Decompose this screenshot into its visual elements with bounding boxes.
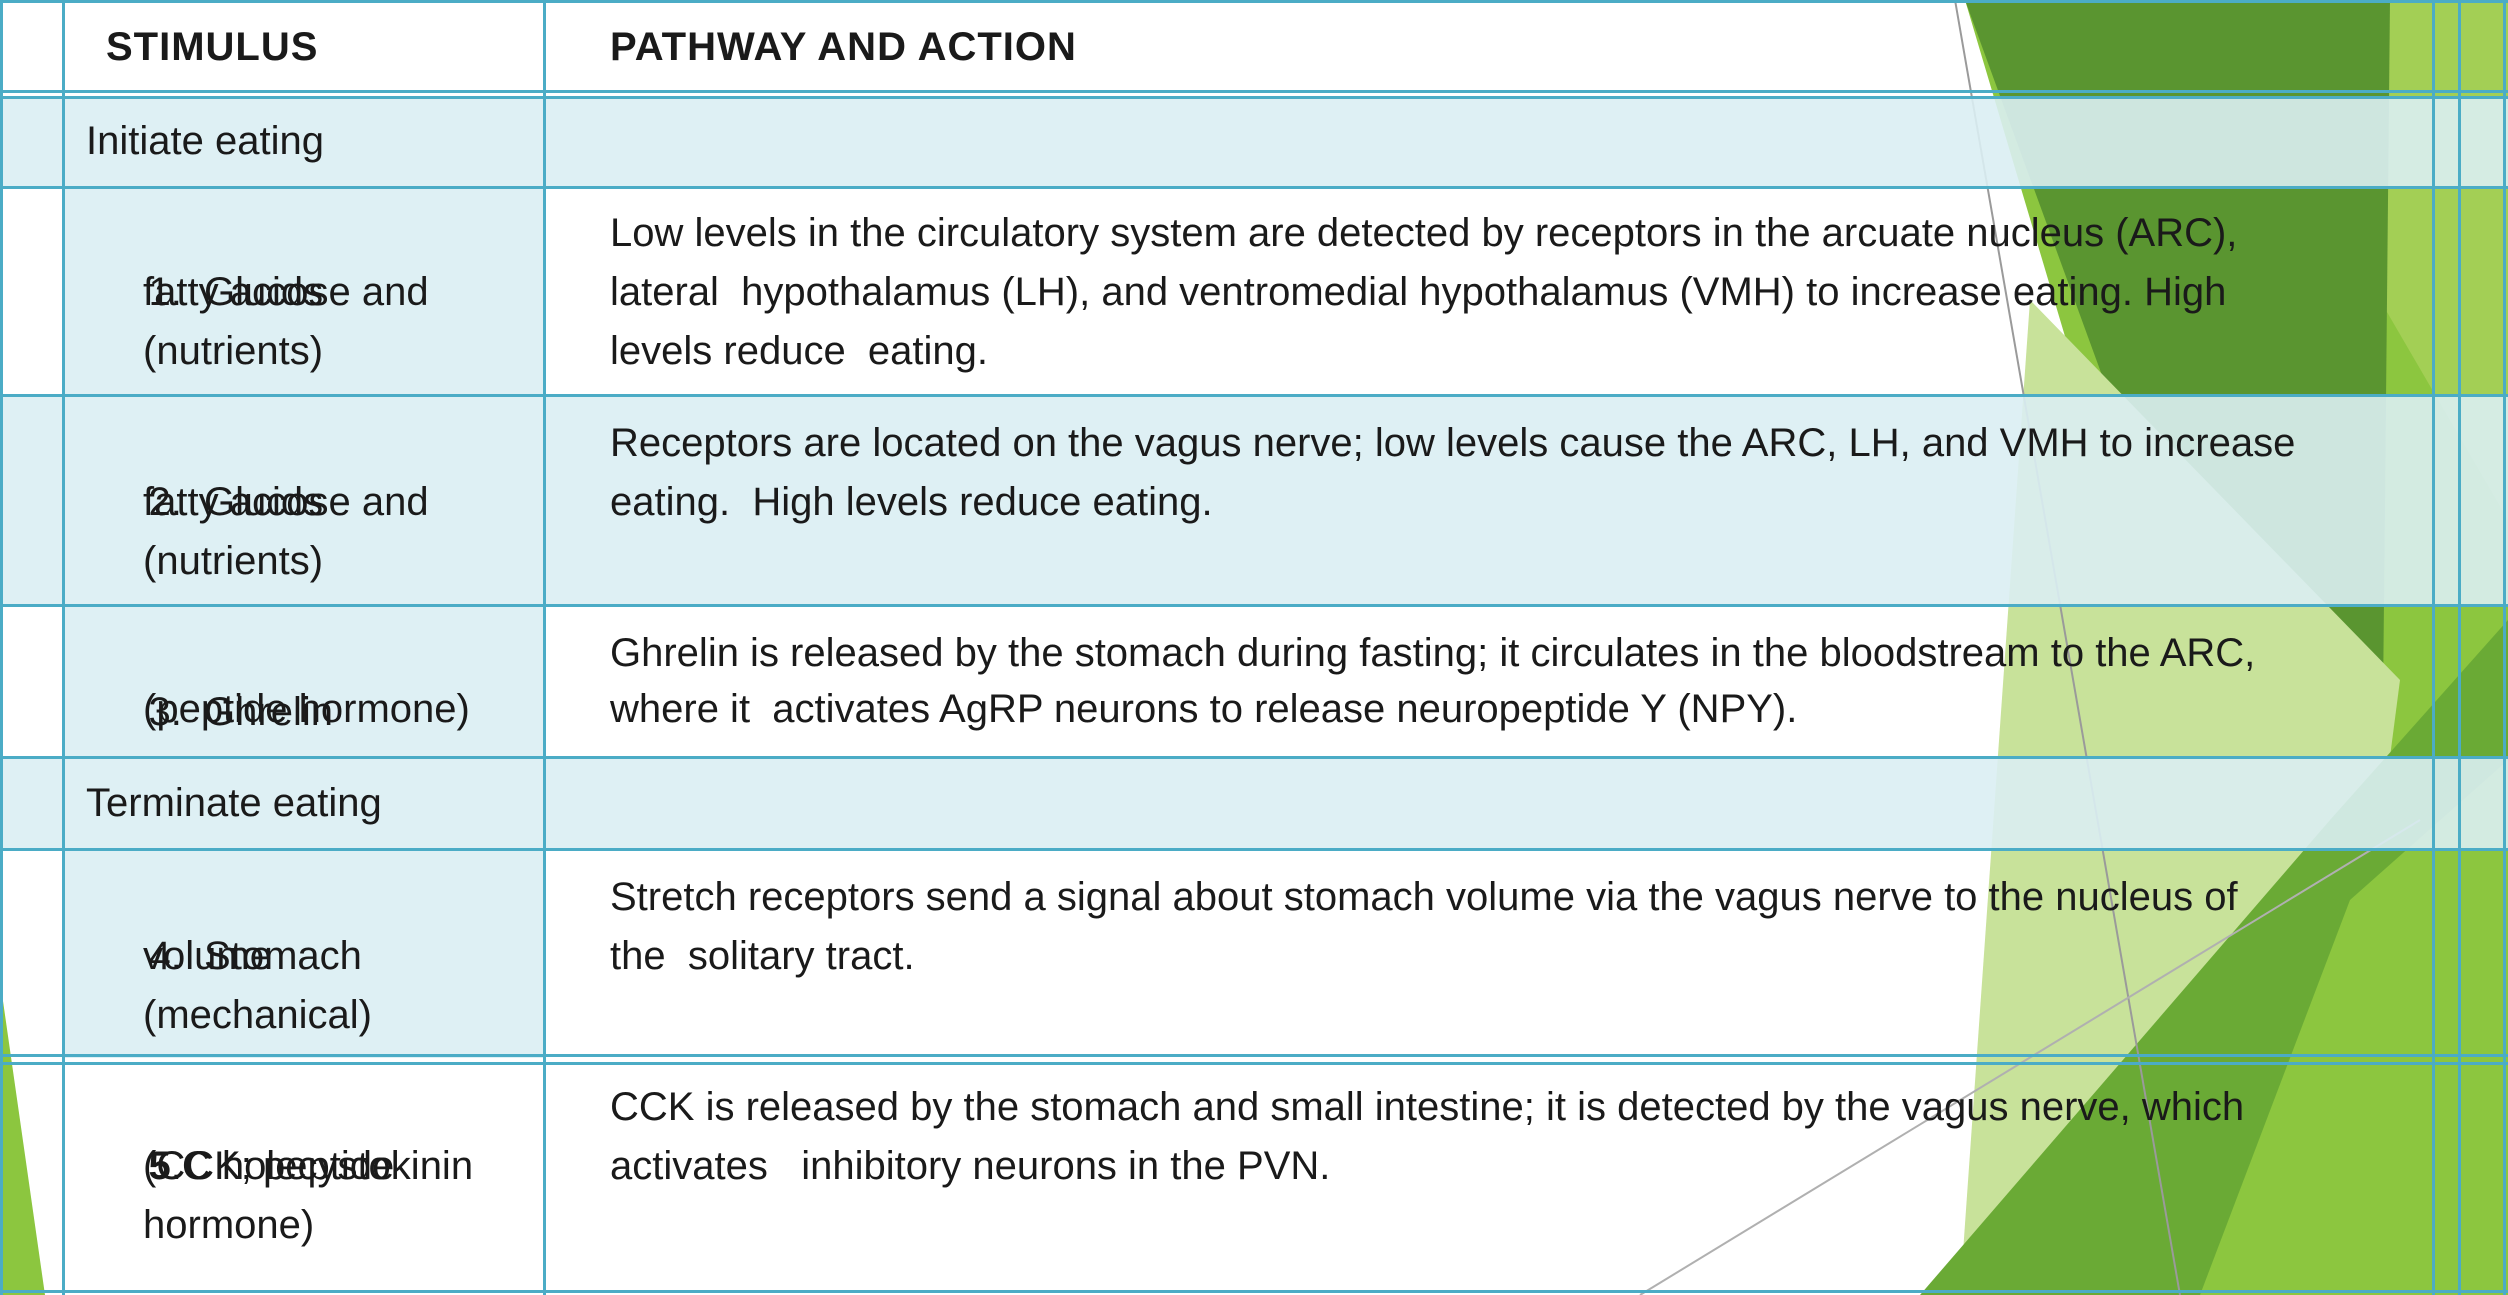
row-number: 5 (148, 1144, 171, 1188)
header-pathway-and-action: PATHWAY AND ACTION (610, 25, 1077, 69)
stimulus-cell-bg-1 (64, 186, 544, 396)
section-label-terminate: Terminate eating (86, 781, 382, 825)
stimulus-line: Ghrelin (204, 690, 333, 734)
grid-line (0, 1062, 2508, 1065)
grid-line (0, 90, 2508, 93)
row-4-stimulus: 4. Stomach (104, 868, 362, 1045)
stimulus-line: Glucose and (204, 480, 429, 524)
action-line: eating. High levels reduce eating. (610, 480, 1213, 524)
section-label-initiate: Initiate eating (86, 119, 324, 163)
stimulus-line: (peptide hormone) (143, 687, 470, 731)
row-number: 2. (148, 480, 182, 524)
stimulus-line: (CCK; peptide (143, 1144, 395, 1188)
grid-line (0, 1290, 2508, 1293)
grid-line (0, 1054, 2508, 1057)
section-row-terminate (0, 758, 2508, 850)
grid-line (62, 0, 65, 1295)
stimulus-line: fatty acids (143, 270, 324, 314)
stimulus-line: (nutrients) (143, 539, 324, 583)
header-stimulus: STIMULUS (106, 25, 319, 69)
green-shape-bottom-right (2200, 760, 2508, 1295)
action-line: levels reduce eating. (610, 329, 989, 373)
action-line: where it activates AgRP neurons to relea… (610, 687, 1798, 731)
row-number: 4. (148, 934, 182, 978)
stimulus-line: Stomach (204, 934, 362, 978)
table-row-2-bg (0, 396, 2508, 606)
action-line: Ghrelin is released by the stomach durin… (610, 631, 2256, 675)
row-number: 3. (148, 690, 182, 734)
action-line: Low levels in the circulatory system are… (610, 211, 2238, 255)
grid-line (0, 0, 2508, 3)
action-line: CCK is released by the stomach and small… (610, 1085, 2245, 1129)
diagonal-line-1 (1954, 0, 2181, 1295)
action-line: Receptors are located on the vagus nerve… (610, 421, 2296, 465)
grid-line (0, 96, 2508, 99)
stimulus-cell-bg-4 (64, 850, 544, 1058)
row-5-stimulus: 5.C holecystokinin (104, 1078, 473, 1255)
green-shape-left (0, 980, 45, 1295)
row-1-stimulus: 1. Glucose and (104, 204, 429, 381)
action-line: the solitary tract. (610, 934, 915, 978)
row-3-stimulus: 3. Ghrelin (104, 624, 333, 801)
grid-line (0, 394, 2508, 397)
grid-line (543, 0, 546, 1295)
grid-line (0, 756, 2508, 759)
grid-line (2432, 0, 2435, 1295)
row-2-stimulus: 2. Glucose and (104, 414, 429, 591)
section-row-initiate (0, 96, 2508, 186)
grid-line (2503, 0, 2506, 1295)
grid-line (0, 0, 3, 1295)
grid-line (0, 604, 2508, 607)
grid-line (0, 848, 2508, 851)
grid-line (2458, 0, 2461, 1295)
stimulus-line: (nutrients) (143, 329, 324, 373)
stimulus-cell-bg-3 (64, 606, 544, 758)
action-line: activates inhibitory neurons in the PVN. (610, 1144, 1331, 1188)
row-number: 1. (148, 270, 182, 314)
stimulus-line: (mechanical) (143, 993, 372, 1037)
action-line: lateral hypothalamus (LH), and ventromed… (610, 270, 2227, 314)
stimulus-line: .C holecystokinin (170, 1144, 474, 1188)
action-line: Stretch receptors send a signal about st… (610, 875, 2238, 919)
stimulus-line: volume (143, 934, 272, 978)
grid-line (0, 186, 2508, 189)
stimulus-line: fatty acids (143, 480, 324, 524)
diagonal-line-2 (1639, 819, 2421, 1295)
stimulus-line: Glucose and (204, 270, 429, 314)
stimulus-line: hormone) (143, 1203, 315, 1247)
